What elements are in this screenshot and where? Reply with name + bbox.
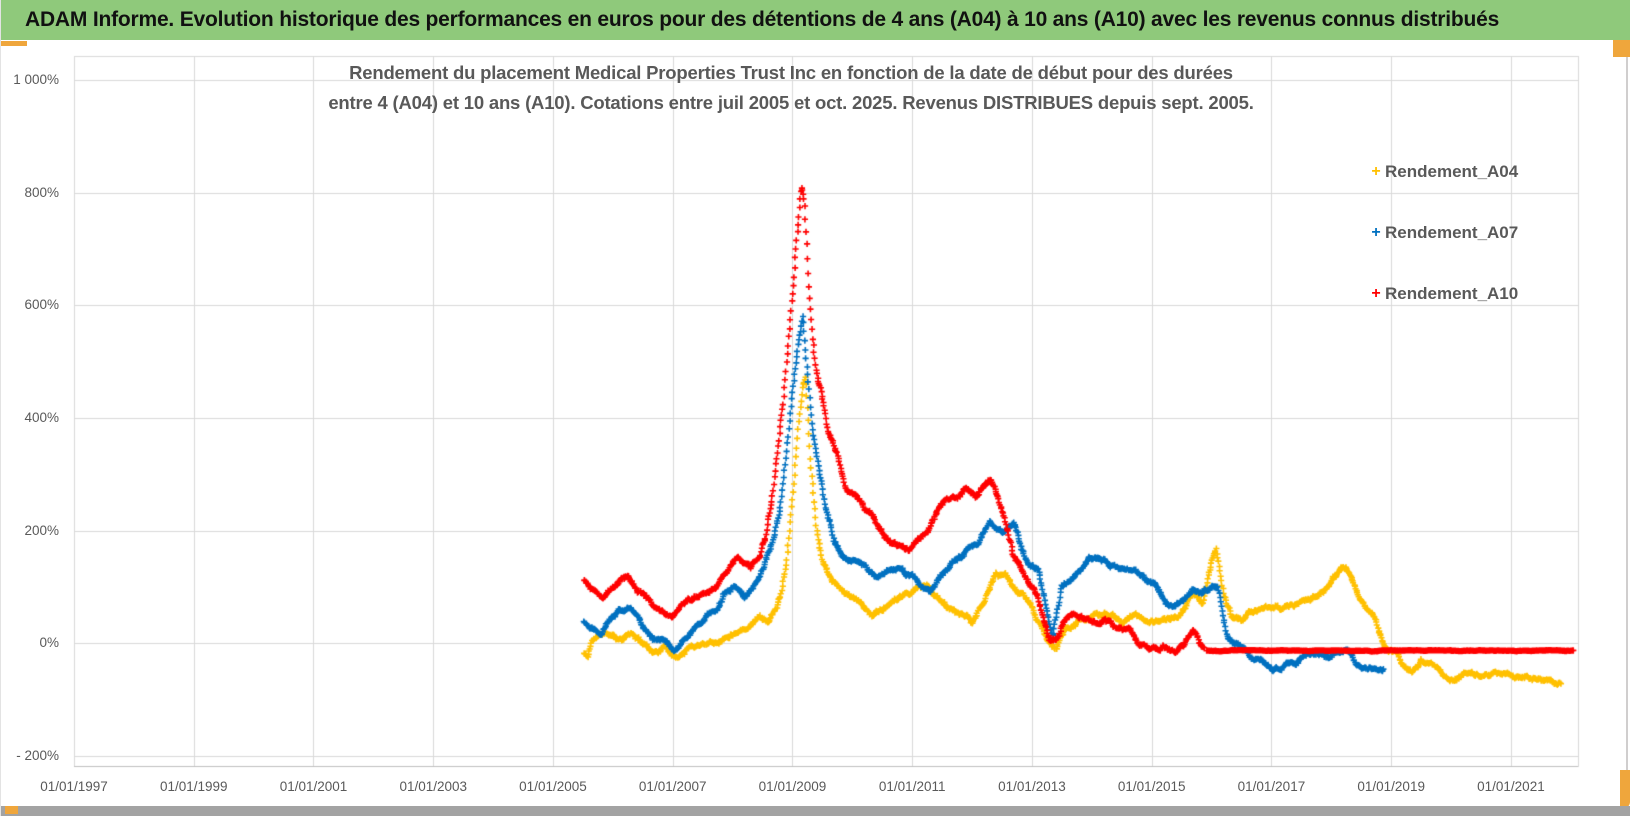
right-border-accent bbox=[1620, 770, 1630, 808]
legend-item-A04[interactable]: + Rendement_A04 bbox=[1367, 162, 1518, 182]
y-tick-label: 0% bbox=[39, 635, 59, 651]
y-axis-labels: 1 000% 800% 600% 400% 200% 0% - 200% bbox=[1, 47, 63, 802]
x-tick-label: 01/01/2011 bbox=[878, 779, 946, 794]
sheet-header: ADAM Informe. Evolution historique des p… bbox=[1, 0, 1630, 40]
chart-title-line2: entre 4 (A04) et 10 ans (A10). Cotations… bbox=[328, 92, 1254, 113]
legend-marker-icon: + bbox=[1371, 163, 1381, 180]
x-tick-label: 01/01/2009 bbox=[758, 779, 827, 794]
chart-title-line1: Rendement du placement Medical Propertie… bbox=[349, 62, 1233, 83]
x-tick-label: 01/01/1999 bbox=[159, 779, 228, 794]
x-tick-label: 01/01/2019 bbox=[1357, 779, 1425, 794]
chart-area[interactable]: Rendement du placement Medical Propertie… bbox=[1, 47, 1630, 802]
y-tick-label: 200% bbox=[24, 522, 59, 538]
x-tick-label: 01/01/2017 bbox=[1237, 779, 1306, 794]
legend-label: Rendement_A07 bbox=[1385, 223, 1519, 242]
legend-marker-icon: + bbox=[1371, 285, 1381, 302]
y-tick-label: 1 000% bbox=[13, 72, 59, 88]
right-window-border bbox=[1626, 57, 1628, 770]
bottom-window-edge bbox=[1, 806, 1630, 816]
y-tick-label: 600% bbox=[24, 297, 59, 313]
legend-marker-icon: + bbox=[1371, 224, 1381, 241]
x-tick-label: 01/01/2021 bbox=[1477, 779, 1545, 794]
legend-item-A10[interactable]: + Rendement_A10 bbox=[1367, 284, 1518, 304]
x-tick-label: 01/01/2003 bbox=[399, 779, 468, 794]
x-tick-label: 01/01/1997 bbox=[40, 779, 108, 794]
bottom-edge-accent bbox=[5, 806, 18, 814]
sheet-header-title: ADAM Informe. Evolution historique des p… bbox=[25, 8, 1500, 31]
legend-label: Rendement_A10 bbox=[1385, 284, 1519, 303]
x-tick-label: 01/01/2005 bbox=[519, 779, 587, 794]
y-tick-label: - 200% bbox=[16, 747, 59, 763]
header-accent-left bbox=[1, 41, 27, 46]
x-tick-label: 01/01/2007 bbox=[638, 779, 707, 794]
legend-item-A07[interactable]: + Rendement_A07 bbox=[1367, 223, 1518, 243]
plot-canvas bbox=[1, 47, 1630, 802]
legend-label: Rendement_A04 bbox=[1385, 162, 1519, 181]
y-tick-label: 800% bbox=[24, 184, 59, 200]
x-tick-label: 01/01/2013 bbox=[998, 779, 1066, 794]
x-tick-label: 01/01/2001 bbox=[279, 779, 348, 794]
chart-title: Rendement du placement Medical Propertie… bbox=[161, 58, 1421, 118]
x-tick-label: 01/01/2015 bbox=[1117, 779, 1186, 794]
x-axis-labels: 01/01/1997 01/01/1999 01/01/2001 01/01/2003… bbox=[1, 47, 1630, 802]
y-tick-label: 400% bbox=[24, 410, 59, 426]
